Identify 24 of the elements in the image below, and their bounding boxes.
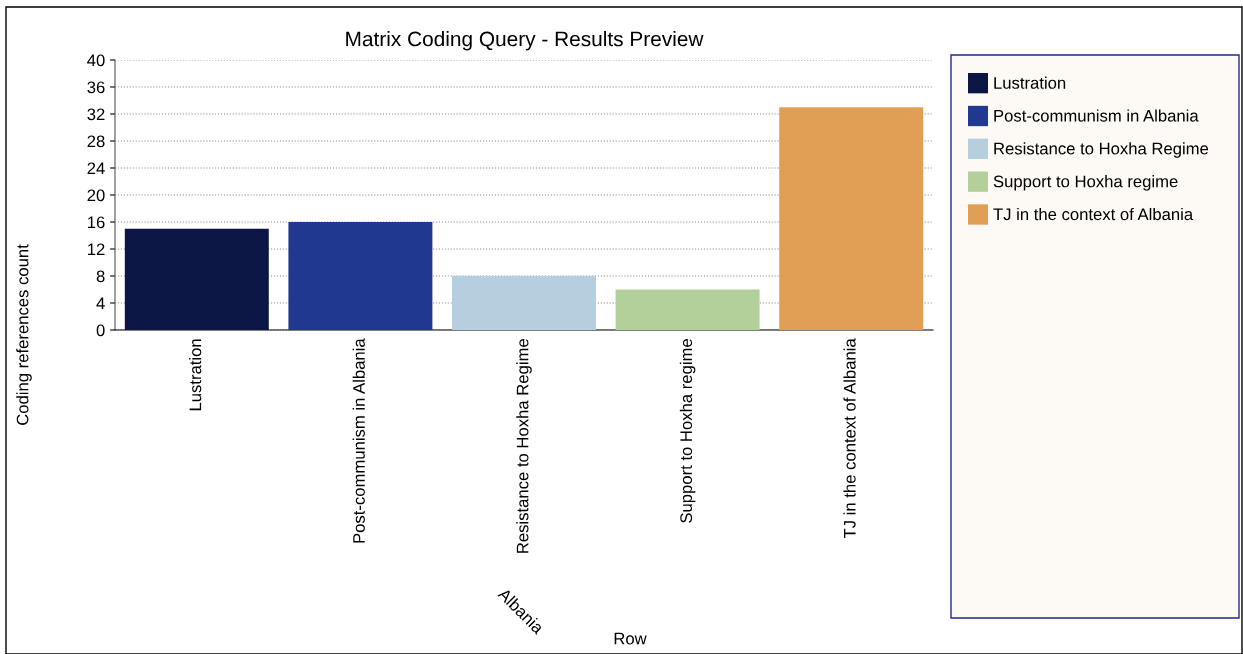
x-tick-label: Support to Hoxha regime [679, 339, 696, 523]
x-tick-label: Post-communism in Albania [352, 338, 365, 543]
chart-title: Matrix Coding Query - Results Preview [346, 31, 704, 51]
y-tick-label: 36 [87, 81, 105, 94]
y-tick-label: 8 [96, 270, 105, 283]
x-tick-label: TJ in the context of Albania [843, 338, 856, 539]
legend-label: TJ in the context of Albania [993, 207, 1194, 221]
legend-label: Lustration [994, 76, 1066, 89]
y-tick-label: 40 [87, 54, 105, 67]
legend-label: Resistance to Hoxha Regime [994, 142, 1209, 158]
y-tick-label: 4 [96, 297, 105, 310]
x-axis-title: Row [614, 632, 647, 645]
y-tick-label: 12 [88, 243, 105, 256]
y-tick-label: 28 [87, 135, 105, 148]
y-axis-title: Coding references count [16, 244, 32, 425]
y-tick-label: 0 [96, 324, 105, 337]
legend-label: Post-communism in Albania [994, 109, 1199, 122]
x-tick-label: Lustration [189, 339, 202, 411]
y-tick-label: 24 [87, 162, 105, 175]
legend-label: Support to Hoxha regime [993, 175, 1178, 191]
x-tick-label: Resistance to Hoxha Regime [516, 339, 532, 553]
y-tick-label: 20 [87, 189, 105, 202]
y-tick-label: 32 [87, 108, 105, 121]
y-tick-label: 16 [88, 216, 105, 229]
